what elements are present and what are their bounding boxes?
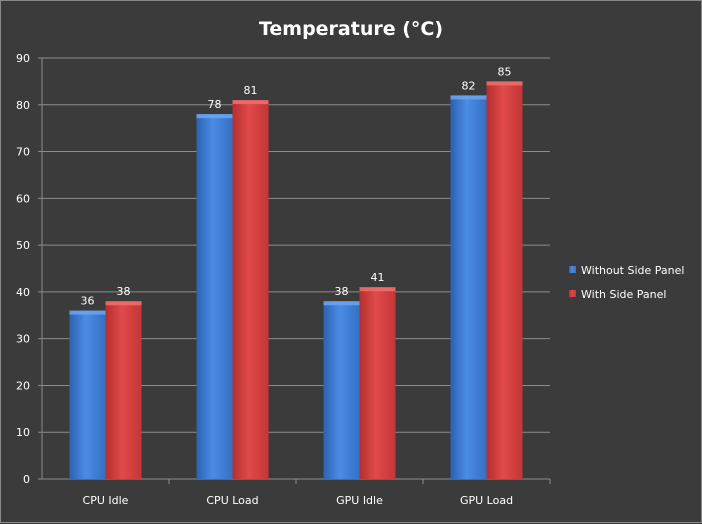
data-label: 85 [498,65,512,78]
chart-title: Temperature (°C) [259,18,443,40]
bar-with-side-panel-gpu-load [487,81,523,479]
legend-label: Without Side Panel [581,264,684,277]
x-category-label: CPU Load [206,494,258,507]
x-category-label: GPU Load [460,494,513,507]
bar-top-highlight [324,301,360,305]
bar-chart: Temperature (°C) 0102030405060708090 363… [1,1,702,524]
data-label: 41 [371,271,385,284]
x-category-label: CPU Idle [83,494,129,507]
y-tick-label: 60 [16,192,30,205]
bar-top-highlight [233,100,269,104]
legend-swatch [569,290,576,297]
x-axis-categories: CPU Idle CPU Load GPU Idle GPU Load [83,494,514,507]
data-label: 78 [208,98,222,111]
y-tick-label: 0 [23,473,30,486]
bar-top-highlight [197,114,233,118]
y-tick-label: 30 [16,333,30,346]
y-tick-label: 50 [16,239,30,252]
bar-top-highlight [487,81,523,85]
bar-without-side-panel-cpu-idle [70,311,106,479]
data-label: 81 [244,84,258,97]
data-label: 38 [335,285,349,298]
y-tick-label: 70 [16,146,30,159]
y-axis-ticks: 0 10 20 30 40 50 60 70 80 90 [16,52,30,486]
bar-without-side-panel-gpu-idle [324,301,360,479]
x-category-label: GPU Idle [336,494,383,507]
legend-label: With Side Panel [581,288,666,301]
data-label: 82 [462,79,476,92]
bar-top-highlight [106,301,142,305]
bar-without-side-panel-gpu-load [451,95,487,479]
y-tick-label: 20 [16,379,30,392]
bar-top-highlight [360,287,396,291]
y-tick-label: 40 [16,286,30,299]
bars [70,81,523,479]
bar-without-side-panel-cpu-load [197,114,233,479]
data-label: 36 [81,295,95,308]
chart-container: Temperature (°C) 0 10 20 30 40 50 60 70 80 90 36 3… [0,0,702,523]
y-tick-label: 10 [16,426,30,439]
legend-swatch [569,266,576,273]
bar-with-side-panel-gpu-idle [360,287,396,479]
legend: Without Side Panel With Side Panel [569,264,684,301]
y-tick-label: 80 [16,99,30,112]
bar-top-highlight [451,95,487,99]
bar-with-side-panel-cpu-idle [106,301,142,479]
bar-with-side-panel-cpu-load [233,100,269,479]
data-label: 38 [117,285,131,298]
y-tick-label: 90 [16,52,30,65]
data-labels: 36 38 78 81 38 41 82 85 [81,65,512,307]
bar-top-highlight [70,311,106,315]
